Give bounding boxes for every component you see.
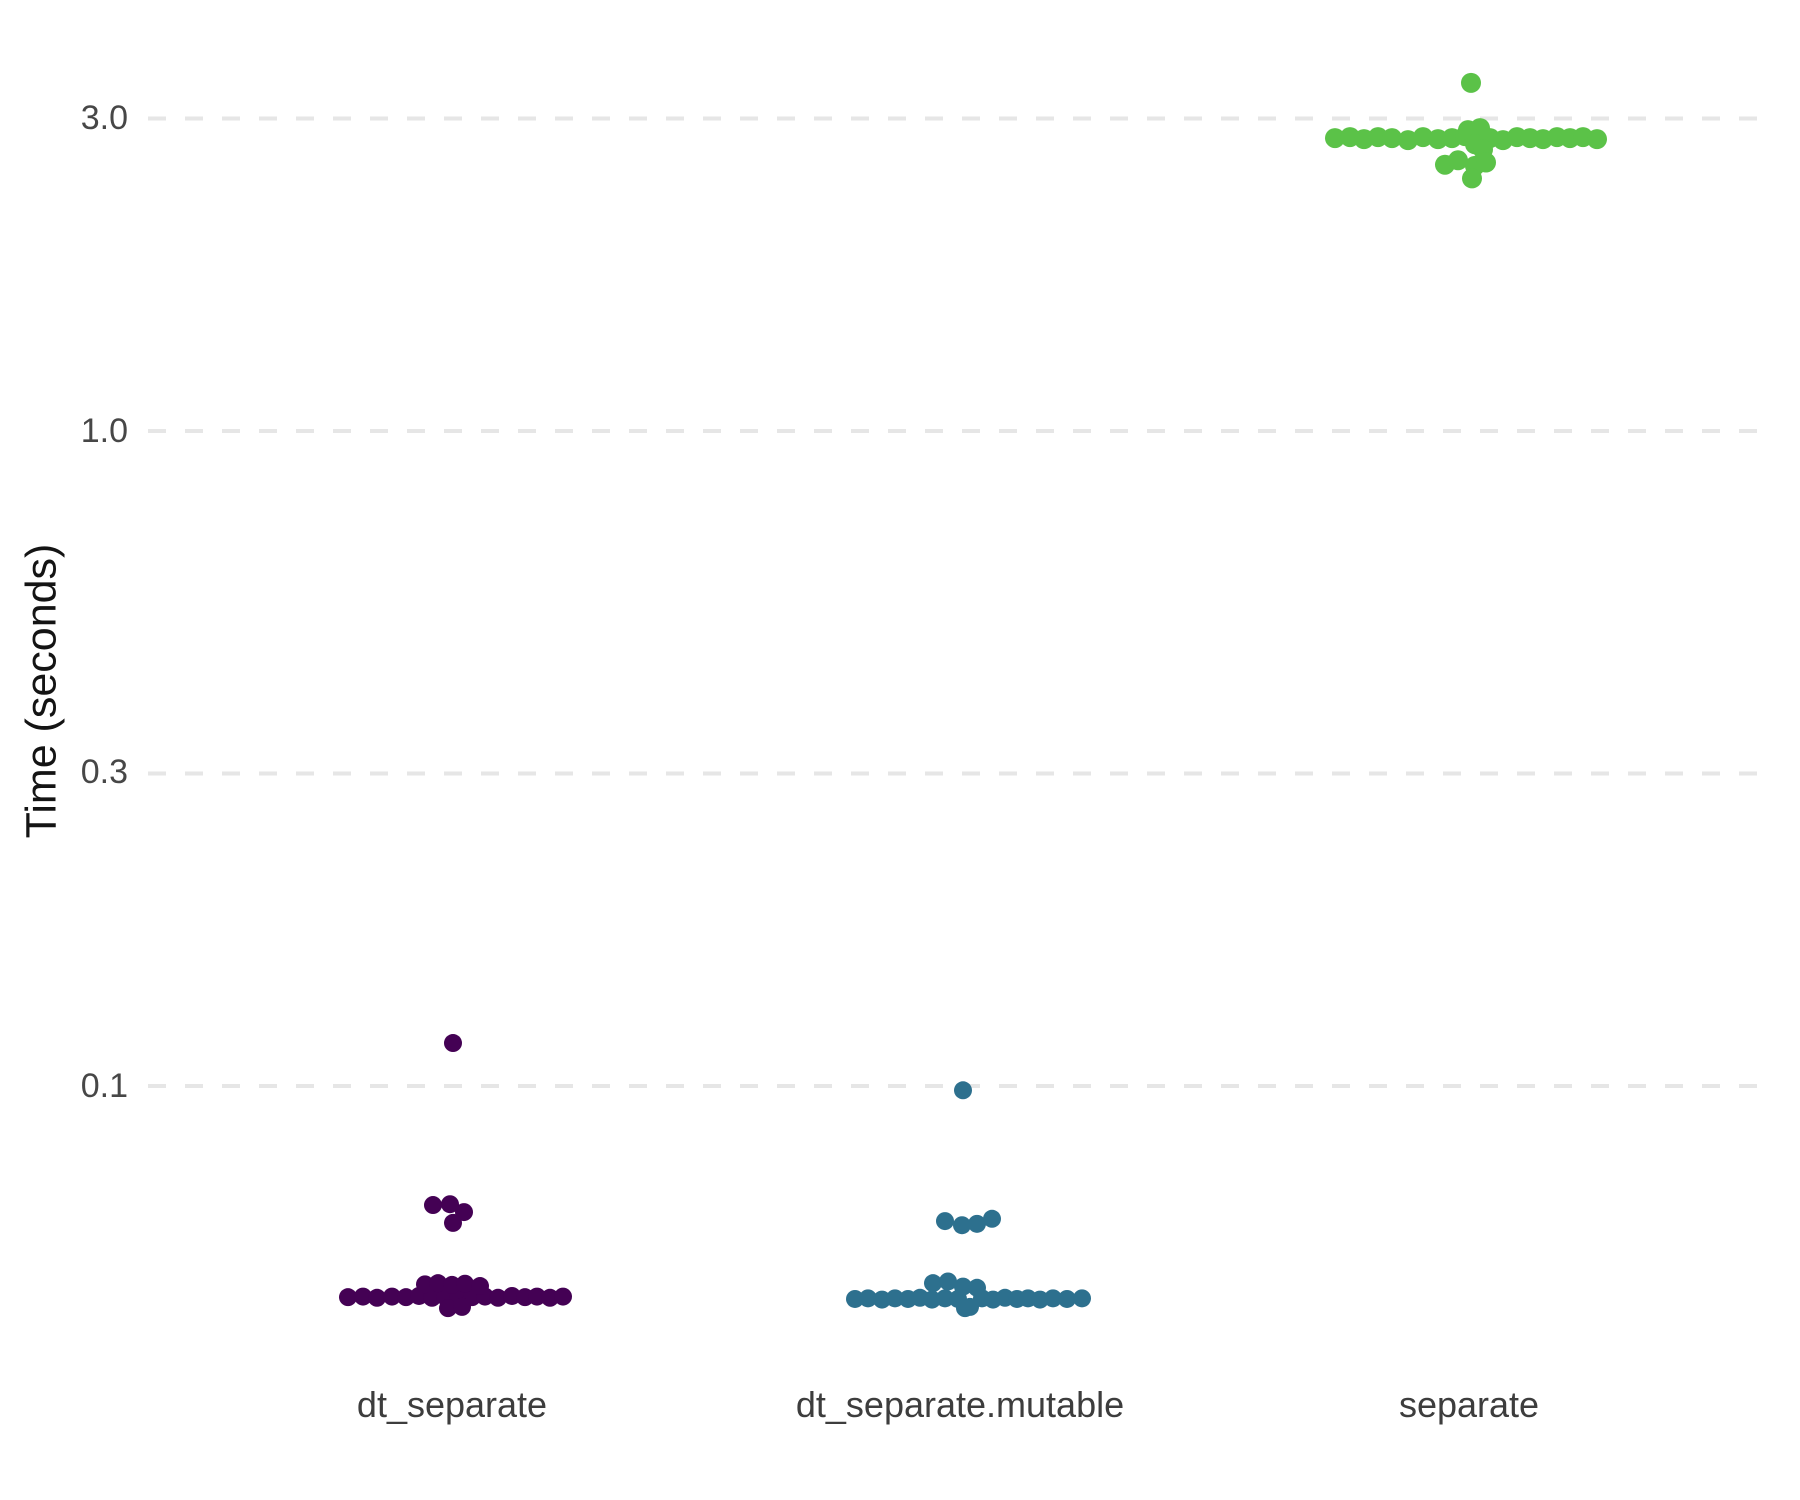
- data-point-separate: [1382, 128, 1402, 149]
- x-category-label-dt-separate: dt_separate: [356, 1384, 548, 1425]
- data-point-separate: [1413, 127, 1433, 148]
- data-point-dt_separate.mutable: [846, 1289, 864, 1308]
- data-point-dt_separate.mutable: [954, 1081, 972, 1100]
- data-point-dt_separate.mutable: [1058, 1289, 1076, 1308]
- data-point-dt_separate.mutable: [859, 1289, 877, 1308]
- data-point-dt_separate.mutable: [968, 1214, 986, 1233]
- data-point-dt_separate.mutable: [983, 1209, 1001, 1228]
- y-tick-label-3: 3.0: [80, 99, 128, 137]
- data-point-dt_separate: [439, 1299, 457, 1318]
- data-point-separate: [1398, 130, 1418, 151]
- data-point-dt_separate: [441, 1195, 459, 1214]
- data-point-dt_separate.mutable: [936, 1212, 954, 1231]
- data-point-dt_separate: [453, 1297, 471, 1316]
- data-point-dt_separate.mutable: [954, 1277, 972, 1296]
- data-point-dt_separate.mutable: [953, 1216, 971, 1235]
- data-point-dt_separate.mutable: [873, 1290, 891, 1309]
- data-point-dt_separate: [424, 1196, 442, 1215]
- data-point-separate: [1470, 118, 1490, 139]
- y-tick-label-0-3: 0.3: [80, 753, 128, 791]
- data-point-dt_separate: [423, 1288, 441, 1307]
- data-point-dt_separate: [489, 1288, 507, 1307]
- data-point-dt_separate: [456, 1274, 474, 1293]
- data-point-dt_separate.mutable: [1031, 1290, 1049, 1309]
- data-point-dt_separate: [444, 1034, 462, 1053]
- data-point-dt_separate: [455, 1203, 473, 1222]
- data-point-dt_separate: [554, 1287, 572, 1306]
- data-point-separate: [1448, 150, 1468, 171]
- data-point-dt_separate: [528, 1287, 546, 1306]
- data-point-dt_separate: [471, 1277, 489, 1296]
- data-point-separate: [1325, 128, 1345, 149]
- data-point-dt_separate.mutable: [968, 1278, 986, 1297]
- data-point-dt_separate: [368, 1288, 386, 1307]
- data-point-dt_separate: [429, 1274, 447, 1293]
- data-point-dt_separate: [397, 1288, 415, 1307]
- data-point-dt_separate: [383, 1287, 401, 1306]
- data-point-dt_separate.mutable: [886, 1289, 904, 1308]
- data-point-dt_separate.mutable: [956, 1299, 974, 1318]
- data-point-dt_separate.mutable: [939, 1272, 957, 1291]
- y-tick-label-1: 1.0: [80, 412, 128, 450]
- data-point-dt_separate: [541, 1288, 559, 1307]
- data-point-dt_separate: [416, 1275, 434, 1294]
- x-category-label-dt-separate-mutable: dt_separate.mutable: [795, 1384, 1125, 1425]
- data-point-dt_separate.mutable: [936, 1289, 954, 1308]
- y-tick-label-0-1: 0.1: [80, 1067, 128, 1105]
- data-point-dt_separate.mutable: [924, 1274, 942, 1293]
- data-point-separate: [1476, 152, 1496, 173]
- data-point-dt_separate: [444, 1213, 462, 1232]
- data-point-dt_separate: [354, 1287, 372, 1306]
- data-point-dt_separate: [503, 1286, 521, 1305]
- data-point-dt_separate.mutable: [1073, 1289, 1091, 1308]
- x-category-label-separate: separate: [1398, 1384, 1540, 1425]
- data-point-separate: [1587, 129, 1607, 150]
- y-axis-title: Time (seconds): [17, 543, 66, 839]
- data-point-separate: [1461, 72, 1481, 93]
- data-point-dt_separate.mutable: [1044, 1289, 1062, 1308]
- data-point-dt_separate.mutable: [923, 1290, 941, 1309]
- data-point-dt_separate: [339, 1288, 357, 1307]
- data-point-dt_separate: [443, 1275, 461, 1294]
- data-point-separate: [1462, 168, 1482, 189]
